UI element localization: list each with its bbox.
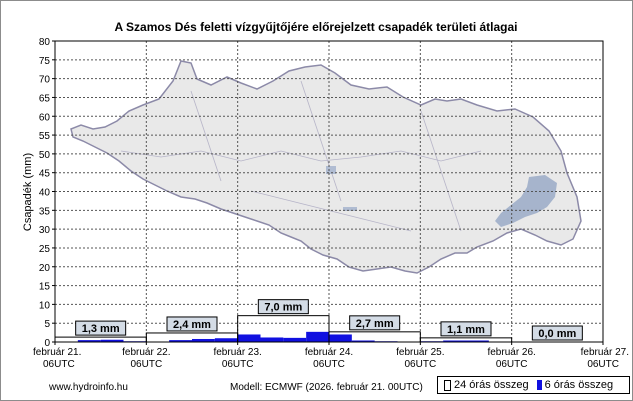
y-tick-label: 10 — [39, 300, 51, 311]
value-label-box — [349, 315, 401, 331]
value-label-text: 2,7 mm — [356, 318, 394, 330]
daily-value-label: 1,3 mm — [75, 320, 127, 336]
river-lines — [120, 80, 482, 232]
daily-value-label: 1,1 mm — [440, 321, 492, 337]
x-tick-label-time: 06UTC — [222, 359, 254, 370]
six-hourly-bar — [306, 331, 329, 342]
x-tick-label-time: 06UTC — [43, 359, 75, 370]
catchment-map — [70, 60, 582, 274]
chart-title: A Szamos Dés feletti vízgyűjtőjére előre… — [114, 20, 517, 34]
x-tick-label-date: február 23. — [213, 347, 261, 358]
y-tick-label: 25 — [39, 244, 51, 255]
six-hourly-bar — [100, 339, 124, 342]
six-hourly-bar — [351, 340, 375, 342]
lake-small-2 — [343, 207, 357, 211]
x-tick-label-time: 06UTC — [496, 359, 528, 370]
value-label-text: 1,1 mm — [447, 324, 485, 336]
x-tick-label-date: február 26. — [487, 347, 535, 358]
six-hourly-bar — [329, 334, 352, 342]
x-tick-label-date: február 25. — [396, 347, 444, 358]
daily-value-labels: 1,3 mm 2,4 mm 7,0 mm 2,7 mm 1,1 mm 0,0 mm — [75, 299, 583, 341]
model-label: Modell: ECMWF (2026. február 21. 00UTC) — [230, 382, 423, 393]
value-label-text: 0,0 mm — [538, 328, 576, 340]
six-hourly-bar — [260, 337, 284, 342]
legend-sixhourly-swatch — [536, 380, 542, 390]
six-hourly-bar — [169, 340, 192, 342]
legend: 24 órás összeg 6 órás összeg — [437, 376, 630, 394]
y-tick-label: 20 — [39, 263, 51, 274]
legend-sixhourly-label: 6 órás összeg — [544, 379, 614, 391]
value-label-box — [257, 299, 309, 315]
x-tick-label-date: február 24. — [305, 347, 353, 358]
y-tick-label: 30 — [39, 225, 51, 236]
y-axis-label: Csapadék (mm) — [22, 153, 34, 231]
y-tick-label: 5 — [44, 319, 50, 330]
value-label-box — [531, 325, 583, 341]
x-tick-label-time: 06UTC — [130, 359, 162, 370]
daily-value-label: 2,7 mm — [349, 315, 401, 331]
lake-large — [495, 175, 557, 227]
y-tick-label: 75 — [39, 56, 51, 67]
y-tick-label: 0 — [44, 338, 50, 349]
daily-value-label: 2,4 mm — [166, 316, 218, 332]
x-tick-label-date: február 22. — [122, 347, 170, 358]
y-tick-label: 80 — [39, 37, 51, 48]
six-hourly-bar — [77, 340, 101, 342]
chart-grid — [55, 41, 603, 342]
y-tick-label: 45 — [39, 169, 51, 180]
lake-small-1 — [326, 166, 336, 174]
daily-value-label: 7,0 mm — [257, 299, 309, 315]
six-hourly-bar — [443, 340, 466, 342]
y-tick-label: 40 — [39, 188, 51, 199]
y-tick-label: 50 — [39, 150, 51, 161]
six-hourly-bar — [237, 334, 261, 342]
value-label-box — [440, 321, 492, 337]
x-tick-label-date: február 21. — [33, 347, 81, 358]
y-tick-label: 35 — [39, 206, 51, 217]
six-hourly-bar — [283, 337, 307, 342]
six-hourly-bar — [214, 338, 238, 342]
x-tick-label-date: február 27. — [581, 347, 629, 358]
value-label-text: 2,4 mm — [173, 319, 211, 331]
daily-value-label: 0,0 mm — [531, 325, 583, 341]
value-label-box — [166, 316, 218, 332]
x-tick-label-time: 06UTC — [404, 359, 436, 370]
value-label-text: 1,3 mm — [82, 323, 120, 335]
six-hourly-bar — [466, 340, 489, 342]
legend-daily-label: 24 órás összeg — [454, 379, 529, 391]
value-label-text: 7,0 mm — [264, 302, 302, 314]
legend-daily-swatch — [444, 379, 451, 391]
x-tick-label-time: 06UTC — [587, 359, 619, 370]
y-tick-label: 65 — [39, 93, 51, 104]
website-label: www.hydroinfo.hu — [49, 382, 128, 393]
y-tick-labels: 0 5 10 15 20 25 30 35 40 45 50 55 60 65 70 75 80 — [39, 37, 55, 349]
value-label-box — [75, 320, 127, 336]
y-tick-label: 70 — [39, 75, 51, 86]
y-tick-label: 15 — [39, 282, 51, 293]
x-tick-label-time: 06UTC — [313, 359, 345, 370]
plot-border — [54, 40, 604, 343]
six-hourly-bar — [192, 338, 215, 342]
y-tick-label: 55 — [39, 131, 51, 142]
y-tick-label: 60 — [39, 112, 51, 123]
